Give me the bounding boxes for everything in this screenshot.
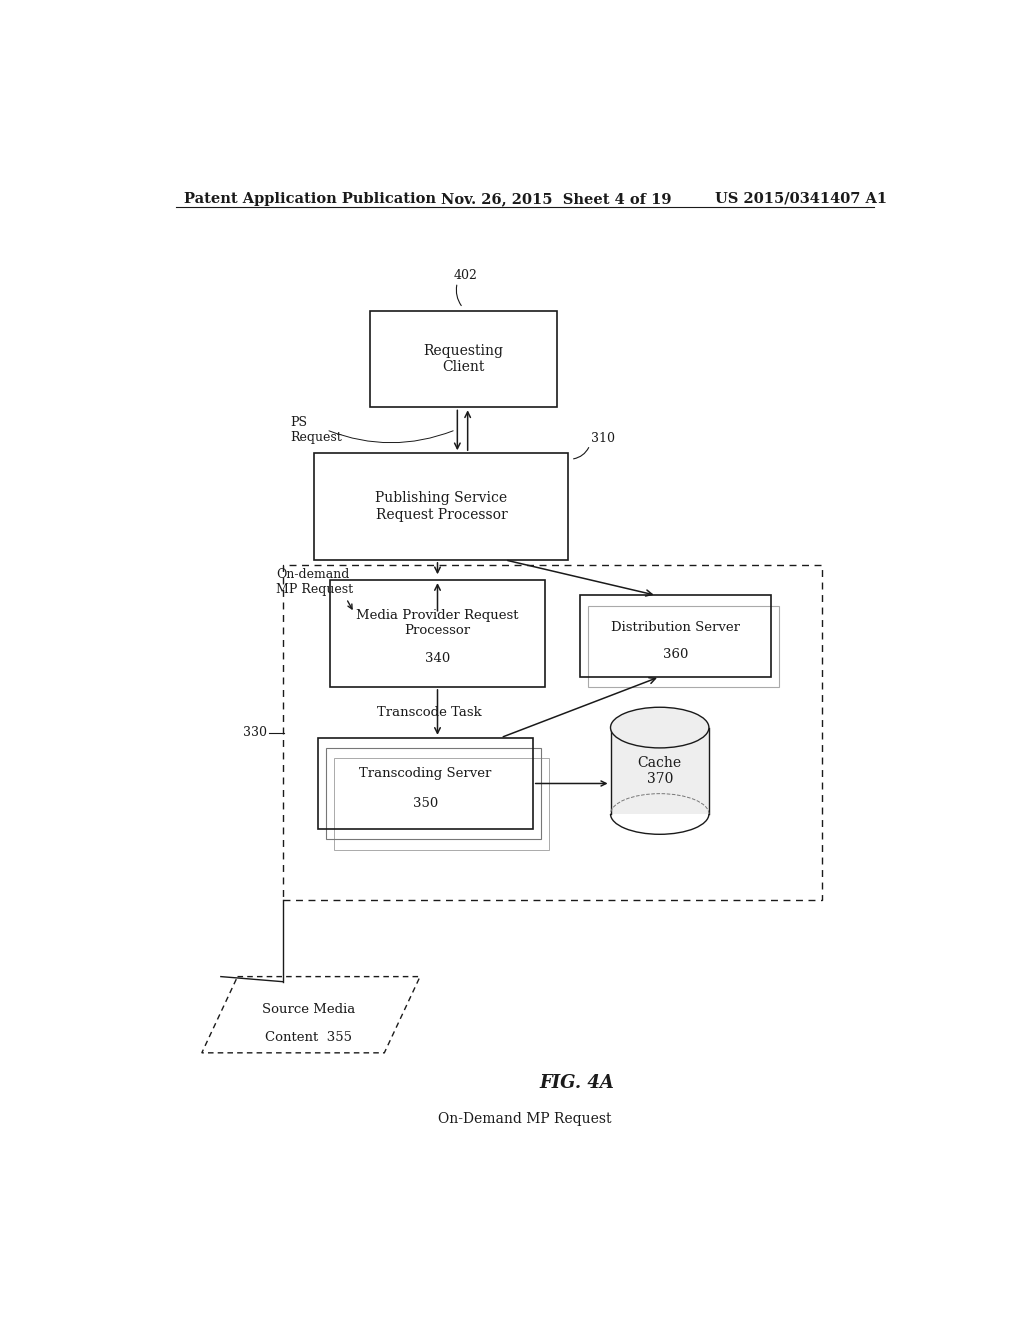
Text: Media Provider Request
Processor: Media Provider Request Processor — [356, 610, 519, 638]
Text: Content  355: Content 355 — [265, 1031, 352, 1044]
Bar — [370, 312, 557, 408]
Text: US 2015/0341407 A1: US 2015/0341407 A1 — [715, 191, 888, 206]
Bar — [588, 606, 778, 686]
Text: Requesting
Client: Requesting Client — [423, 345, 504, 375]
Bar — [283, 565, 822, 900]
Text: 350: 350 — [413, 797, 438, 810]
Text: 330: 330 — [243, 726, 267, 739]
Text: On-Demand MP Request: On-Demand MP Request — [438, 1111, 611, 1126]
Bar — [334, 758, 549, 850]
Text: On-demand
MP Request: On-demand MP Request — [276, 568, 353, 597]
Bar — [581, 595, 771, 677]
Text: Publishing Service
Request Processor: Publishing Service Request Processor — [376, 491, 508, 521]
Text: 360: 360 — [663, 648, 688, 661]
Bar — [314, 453, 568, 560]
Text: 402: 402 — [454, 269, 477, 282]
Bar — [331, 581, 545, 686]
Text: PS
Request: PS Request — [291, 416, 342, 444]
Bar — [610, 727, 709, 814]
Text: Distribution Server: Distribution Server — [611, 622, 740, 635]
Text: Cache
370: Cache 370 — [638, 755, 682, 785]
Text: 310: 310 — [591, 432, 614, 445]
Text: Transcoding Server: Transcoding Server — [359, 767, 492, 780]
Bar — [327, 748, 541, 840]
Text: Transcode Task: Transcode Task — [377, 706, 482, 719]
Text: Source Media: Source Media — [262, 1003, 355, 1016]
Ellipse shape — [610, 708, 709, 748]
Text: 340: 340 — [425, 652, 451, 665]
Text: Patent Application Publication: Patent Application Publication — [183, 191, 435, 206]
Text: Nov. 26, 2015  Sheet 4 of 19: Nov. 26, 2015 Sheet 4 of 19 — [441, 191, 672, 206]
Text: FIG. 4A: FIG. 4A — [539, 1074, 613, 1093]
Bar — [318, 738, 532, 829]
